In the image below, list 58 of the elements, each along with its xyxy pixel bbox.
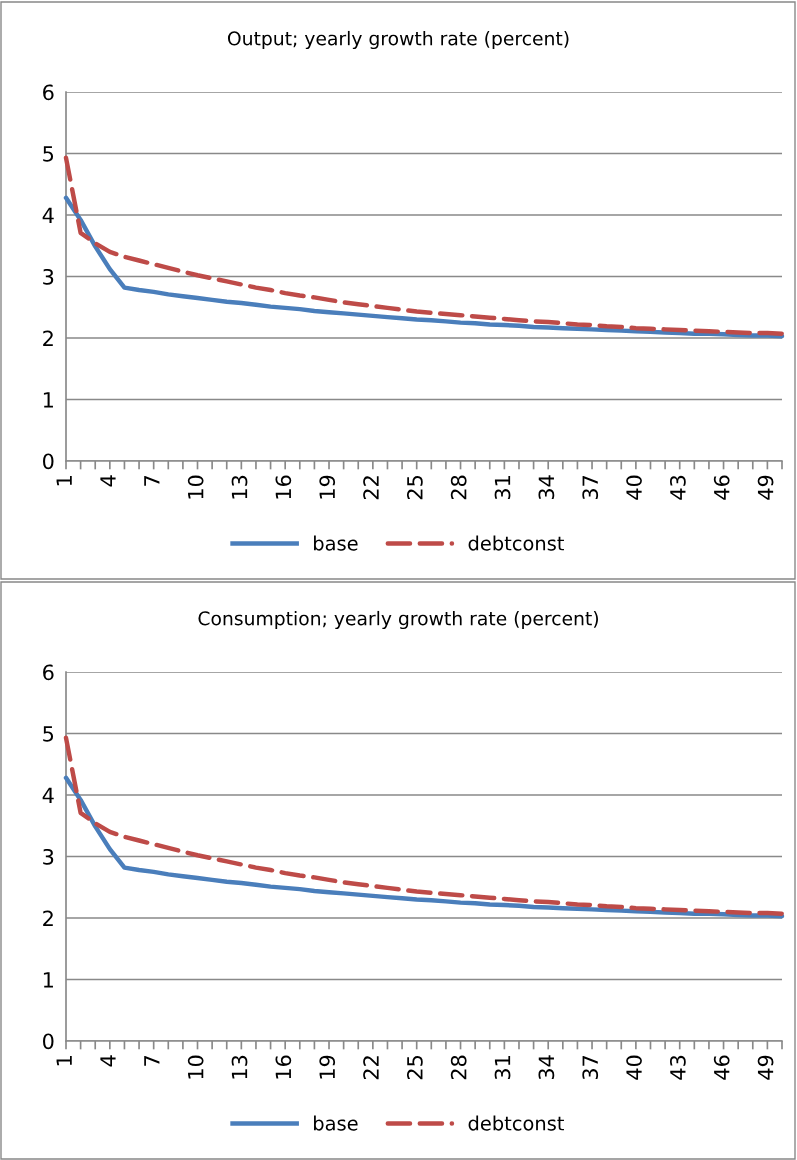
x-tick-label: 1 xyxy=(56,1056,72,1066)
x-tick-label: 19 xyxy=(319,475,336,499)
x-tick-label: 37 xyxy=(582,1055,599,1080)
x-tick-label: 22 xyxy=(363,476,379,500)
x-tick-label: 7 xyxy=(144,1055,160,1066)
x-tick-label: 19 xyxy=(319,1055,336,1079)
y-tick-label: 3 xyxy=(43,268,54,285)
x-tick-label: 46 xyxy=(713,475,730,500)
x-tick-label: 28 xyxy=(450,1055,467,1080)
y-tick-label: 1 xyxy=(43,972,53,988)
x-tick-label: 40 xyxy=(626,475,642,500)
x-tick-label: 49 xyxy=(757,1055,774,1080)
x-tick-label: 1 xyxy=(56,476,72,486)
y-tick-label: 3 xyxy=(43,848,54,865)
x-tick-label: 34 xyxy=(538,475,555,500)
line-series xyxy=(63,775,785,919)
x-tick-label: 43 xyxy=(670,475,686,500)
x-tick-label: 43 xyxy=(670,1055,686,1080)
y-tick-label: 4 xyxy=(42,787,54,803)
legend-label: debtconst xyxy=(468,535,564,551)
legend-label: base xyxy=(314,535,358,551)
y-tick-label: 2 xyxy=(43,910,53,926)
x-tick-label: 46 xyxy=(713,1055,730,1080)
y-tick-label: 6 xyxy=(43,664,54,681)
x-tick-label: 28 xyxy=(450,475,467,500)
x-tick-label: 4 xyxy=(100,475,116,487)
x-tick-label: 25 xyxy=(406,476,423,500)
x-tick-label: 10 xyxy=(187,475,204,499)
y-tick-label: 5 xyxy=(43,146,54,162)
legend-label: debtconst xyxy=(468,1115,564,1131)
x-tick-label: 10 xyxy=(187,1055,204,1079)
y-tick-label: 6 xyxy=(43,84,54,101)
y-tick-label: 2 xyxy=(43,330,53,346)
x-tick-label: 16 xyxy=(275,1055,292,1079)
x-tick-label: 7 xyxy=(144,475,160,486)
y-tick-label: 5 xyxy=(43,726,54,742)
legend-label: base xyxy=(314,1115,358,1131)
y-tick-label: 0 xyxy=(43,453,54,470)
chart-title: Output; yearly growth rate (percent) xyxy=(227,30,569,50)
x-tick-label: 31 xyxy=(494,476,511,500)
x-tick-label: 34 xyxy=(538,1055,555,1080)
x-tick-label: 31 xyxy=(494,1056,511,1080)
chart-title: Consumption; yearly growth rate (percent) xyxy=(198,610,598,630)
x-tick-label: 49 xyxy=(757,475,774,500)
x-tick-label: 25 xyxy=(406,1056,423,1080)
line-series xyxy=(63,735,785,916)
line-series xyxy=(63,195,785,339)
x-tick-label: 22 xyxy=(363,1056,379,1080)
y-tick-label: 0 xyxy=(43,1033,54,1050)
x-tick-label: 4 xyxy=(100,1055,116,1067)
x-tick-label: 37 xyxy=(582,475,599,500)
x-tick-label: 13 xyxy=(231,1055,248,1079)
x-tick-label: 13 xyxy=(231,475,248,499)
y-tick-label: 1 xyxy=(43,392,53,408)
y-tick-label: 4 xyxy=(42,207,54,223)
line-series xyxy=(63,155,785,336)
x-tick-label: 40 xyxy=(626,1055,642,1080)
x-tick-label: 16 xyxy=(275,475,292,499)
